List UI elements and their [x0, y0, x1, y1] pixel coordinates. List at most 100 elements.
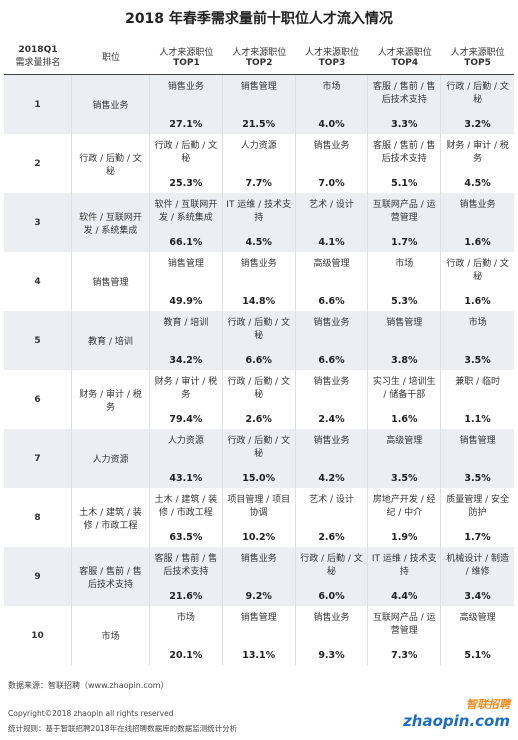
header-cell: 职位 [72, 38, 150, 74]
top-cell: 销售业务 9.3% [296, 606, 369, 665]
percentage: 3.2% [464, 119, 491, 130]
source-position: 客服 / 售前 / 售后技术支持 [373, 141, 436, 164]
header-text: TOP5 [464, 57, 491, 68]
percentage: 4.0% [318, 119, 345, 130]
top-cell: 高级管理 6.6% [296, 252, 369, 311]
rank-cell: 10 [4, 606, 72, 665]
source-position: 销售管理 [386, 318, 423, 328]
position: 教育 / 培训 [88, 337, 133, 347]
top-cell: 客服 / 售前 / 售后技术支持 21.6% [150, 547, 223, 606]
top-cell: 销售业务 14.8% [223, 252, 296, 311]
top-cell: 质量管理 / 安全防护 1.7% [441, 488, 514, 547]
position-cell: 土木 / 建筑 / 装修 / 市政工程 [72, 488, 150, 547]
percentage: 1.9% [391, 532, 418, 543]
position-cell: 行政 / 后勤 / 文秘 [72, 134, 150, 193]
table-row: 2 行政 / 后勤 / 文秘 行政 / 后勤 / 文秘 25.3% 人力资源 7.7% 销售… [4, 134, 514, 193]
top-cell: 销售管理 21.5% [223, 75, 296, 134]
source-position: 销售业务 [240, 259, 277, 269]
percentage: 2.6% [245, 414, 272, 425]
percentage: 7.7% [245, 178, 272, 189]
percentage: 4.4% [391, 591, 418, 602]
header-text: 人才来源职位 [159, 47, 214, 58]
top-cell: 销售业务 1.6% [441, 193, 514, 252]
percentage: 27.1% [169, 119, 203, 130]
percentage: 1.6% [464, 296, 491, 307]
source-position: 兼职 / 临时 [455, 377, 500, 387]
top-cell: 销售业务 7.0% [296, 134, 369, 193]
header-cell: 人才来源职位 TOP1 [150, 38, 223, 74]
percentage: 9.2% [245, 591, 272, 602]
rank: 2 [34, 158, 41, 169]
source-position: 行政 / 后勤 / 文秘 [154, 141, 218, 164]
source-position: 行政 / 后勤 / 文秘 [300, 554, 363, 577]
top-cell: 销售管理 3.8% [368, 311, 442, 370]
header-cell: 2018Q1 需求量排名 [4, 38, 72, 74]
source-position: 房地产开发 / 经纪 / 中介 [372, 495, 436, 518]
position: 软件 / 互联网开发 / 系统集成 [79, 212, 142, 236]
source-position: 行政 / 后勤 / 文秘 [227, 436, 290, 459]
header-text: 人才来源职位 [304, 47, 359, 58]
source-position: 高级管理 [313, 259, 350, 269]
percentage: 3.5% [391, 473, 418, 484]
percentage: 49.9% [169, 296, 203, 307]
table-row: 3 软件 / 互联网开发 / 系统集成 软件 / 互联网开发 / 系统集成 66.1%… [4, 193, 514, 252]
percentage: 7.0% [318, 178, 345, 189]
source-position: 市场 [395, 259, 414, 269]
percentage: 4.2% [318, 473, 345, 484]
top-cell: 项目管理 / 项目协调 10.2% [223, 488, 296, 547]
top-cell: 销售业务 9.2% [223, 547, 296, 606]
top-cell: 销售管理 13.1% [223, 606, 296, 665]
source-position: 互联网产品 / 运营管理 [372, 613, 436, 636]
percentage: 6.6% [318, 296, 345, 307]
percentage: 3.3% [391, 119, 418, 130]
top-cell: 销售业务 4.2% [296, 429, 369, 488]
percentage: 43.1% [169, 473, 203, 484]
position-cell: 销售管理 [72, 252, 150, 311]
top-cell: 房地产开发 / 经纪 / 中介 1.9% [368, 488, 442, 547]
rank-cell: 8 [4, 488, 72, 547]
top-cell: 软件 / 互联网开发 / 系统集成 66.1% [150, 193, 223, 252]
rank: 1 [34, 99, 41, 110]
percentage: 4.5% [245, 237, 272, 248]
top-cell: 市场 5.3% [368, 252, 442, 311]
top-cell: 行政 / 后勤 / 文秘 6.0% [296, 547, 369, 606]
header-text: TOP2 [245, 57, 273, 68]
table-row: 1 销售业务 销售业务 27.1% 销售管理 21.5% 市场 4.0% 客服 / 售前 / 售… [4, 75, 514, 134]
table-row: 7 人力资源 人力资源 43.1% 行政 / 后勤 / 文秘 15.0% 销售业务 4.2% 高… [4, 429, 514, 488]
percentage: 3.5% [464, 473, 491, 484]
source-position: 市场 [322, 82, 341, 92]
rank-cell: 6 [4, 370, 72, 429]
source-position: 行政 / 后勤 / 文秘 [446, 82, 509, 105]
rank: 5 [34, 335, 41, 346]
percentage: 21.5% [242, 119, 276, 130]
position: 财务 / 审计 / 税务 [79, 389, 142, 413]
source-position: 市场 [468, 318, 487, 328]
source-position: 项目管理 / 项目协调 [227, 495, 291, 518]
top-cell: 行政 / 后勤 / 文秘 1.6% [441, 252, 514, 311]
top-cell: 行政 / 后勤 / 文秘 25.3% [150, 134, 223, 193]
rank: 6 [34, 394, 41, 405]
table-row: 6 财务 / 审计 / 税务 财务 / 审计 / 税务 79.4% 行政 / 后勤 / … [4, 370, 514, 429]
source-position: 行政 / 后勤 / 文秘 [227, 377, 290, 400]
percentage: 2.6% [318, 532, 345, 543]
logo-cn: 智联招聘 [466, 698, 510, 711]
top-cell: 客服 / 售前 / 售后技术支持 3.3% [368, 75, 442, 134]
header-text: 人才来源职位 [377, 47, 432, 58]
top-cell: 销售业务 27.1% [150, 75, 223, 134]
source-position: IT 运维 / 技术支持 [226, 200, 292, 223]
position-cell: 人力资源 [72, 429, 150, 488]
header-text: 2018Q1 [18, 44, 58, 55]
rank: 7 [34, 453, 41, 464]
top-cell: 高级管理 3.5% [368, 429, 442, 488]
source-position: 财务 / 审计 / 税务 [446, 141, 509, 164]
table-row: 9 客服 / 售前 / 售后技术支持 客服 / 售前 / 售后技术支持 21.6% 销售… [4, 547, 514, 606]
copyright: Copyright©2018 zhaopin all rights reserv… [8, 709, 174, 718]
source-position: 行政 / 后勤 / 文秘 [446, 259, 509, 282]
header-text: TOP1 [173, 57, 200, 68]
table: 2018Q1 需求量排名 职位 人才来源职位 TOP1 人才来源职位 TOP2 人才来源职位 T… [4, 38, 514, 665]
percentage: 4.1% [318, 237, 345, 248]
rank: 4 [34, 276, 41, 287]
source-position: 机械设计 / 制造 / 维修 [446, 554, 509, 577]
source-position: 销售业务 [313, 141, 350, 151]
